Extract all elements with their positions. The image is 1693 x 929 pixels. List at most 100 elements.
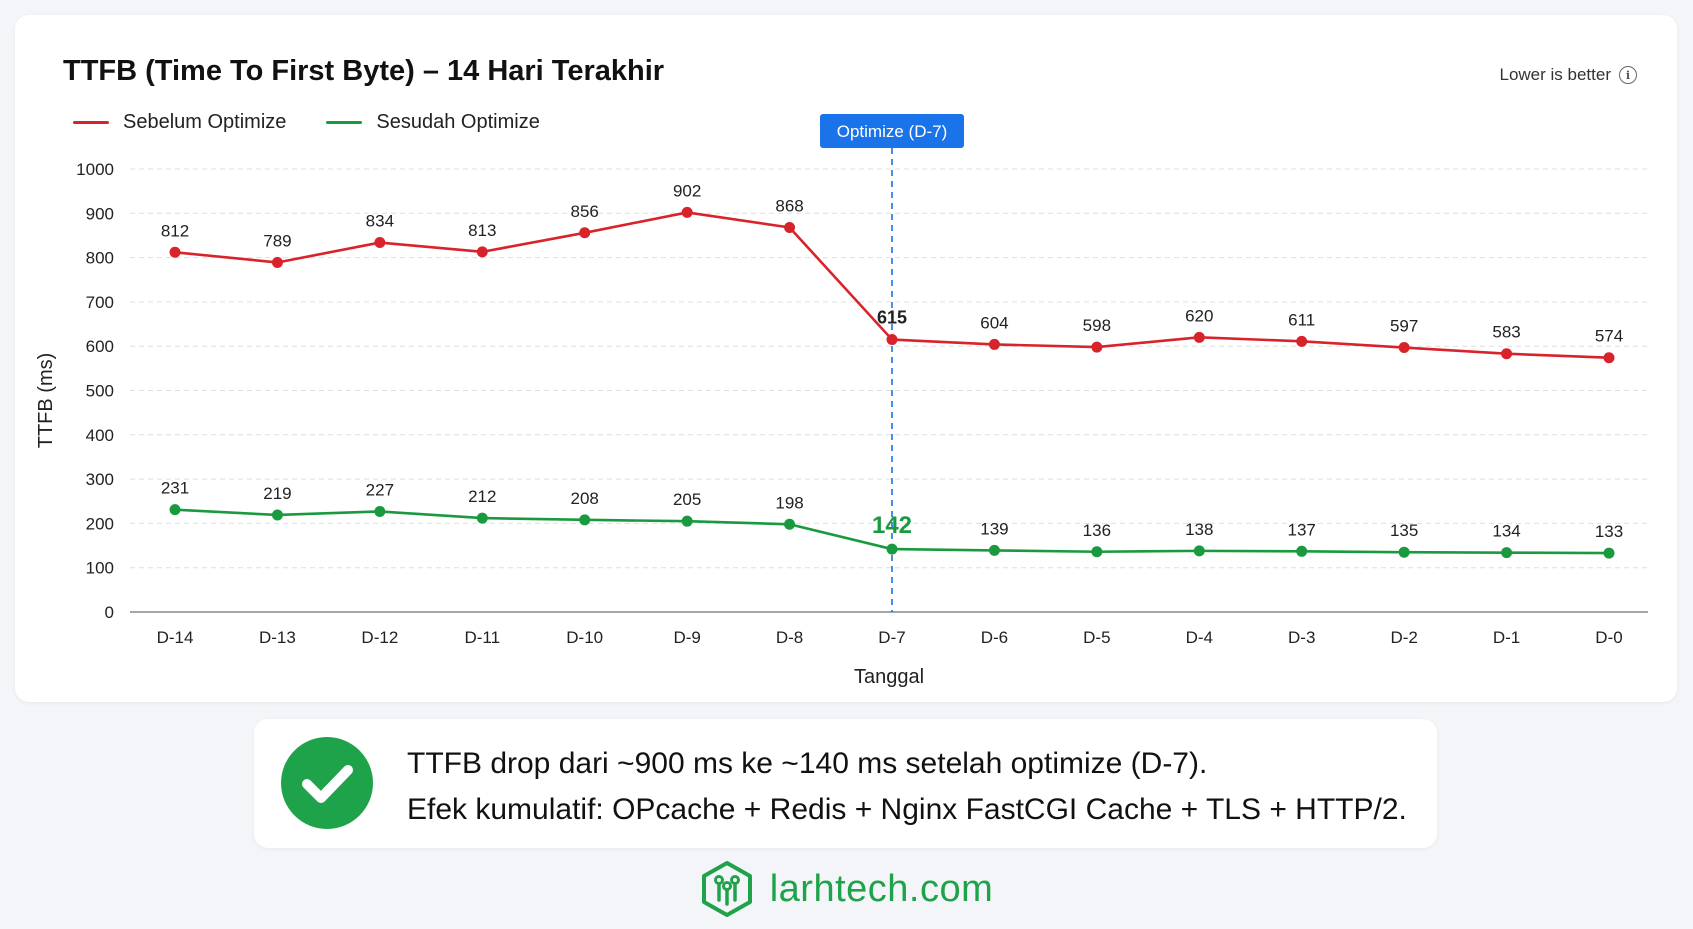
x-tick-label: D-3 (1288, 628, 1315, 647)
y-tick-label: 0 (105, 603, 114, 622)
data-point (1296, 545, 1308, 557)
data-label: 138 (1185, 520, 1213, 539)
data-label: 620 (1185, 306, 1213, 325)
x-tick-label: D-7 (878, 628, 905, 647)
data-label: 227 (366, 480, 394, 499)
annotation-badge (820, 114, 964, 148)
data-point (579, 227, 591, 239)
brand: larhtech.com (0, 860, 1693, 918)
data-point (169, 504, 181, 516)
data-point (784, 518, 796, 530)
data-label: 856 (571, 202, 599, 221)
data-point (1296, 335, 1308, 347)
y-tick-label: 700 (86, 293, 114, 312)
data-point (1193, 545, 1205, 557)
summary-line-2: Efek kumulatif: OPcache + Redis + Nginx … (407, 793, 1407, 826)
hexagon-circuit-logo-icon (701, 861, 752, 917)
data-label: 789 (263, 231, 291, 250)
legend: Sebelum Optimize Sesudah Optimize (73, 111, 540, 134)
data-label: 136 (1083, 521, 1111, 540)
data-point (988, 544, 1000, 556)
x-axis-title: Tanggal (854, 666, 924, 688)
y-tick-label: 900 (86, 204, 114, 223)
data-label: 813 (468, 221, 496, 240)
data-point (476, 512, 488, 524)
x-tick-label: D-14 (157, 628, 194, 647)
data-label: 208 (571, 489, 599, 508)
data-point (681, 515, 693, 527)
y-axis-title: TTFB (ms) (35, 353, 57, 449)
data-label: 139 (980, 519, 1008, 538)
data-point (1603, 547, 1615, 559)
line-chart: 0 100 200 300 400 500 600 700 800 900 1000 D-14 D-13… (35, 114, 1648, 688)
check-circle-icon (281, 737, 373, 829)
legend-item-before[interactable]: Sebelum Optimize (73, 111, 286, 134)
brand-text[interactable]: larhtech.com (769, 867, 994, 910)
data-point (1398, 546, 1410, 558)
summary-text: TTFB drop dari ~900 ms ke ~140 ms setela… (407, 741, 1407, 833)
data-label: 812 (161, 221, 189, 240)
legend-item-after[interactable]: Sesudah Optimize (326, 111, 540, 134)
x-tick-label: D-11 (464, 628, 500, 647)
x-tick-label: D-2 (1390, 628, 1417, 647)
data-label: 205 (673, 490, 701, 509)
data-point (374, 505, 386, 517)
y-tick-label: 400 (86, 426, 114, 445)
x-tick-label: D-8 (776, 628, 803, 647)
legend-swatch-before (73, 121, 109, 124)
y-tick-label: 200 (86, 514, 114, 533)
data-label: 615 (877, 308, 907, 328)
y-tick-label: 300 (86, 470, 114, 489)
data-label: 611 (1288, 310, 1315, 329)
data-label: 597 (1390, 317, 1418, 336)
info-icon[interactable]: i (1619, 66, 1637, 84)
data-point (169, 246, 181, 258)
x-tick-label: D-9 (673, 628, 700, 647)
legend-label-before: Sebelum Optimize (123, 111, 287, 133)
data-point (784, 221, 796, 233)
data-label: 133 (1595, 522, 1623, 541)
y-tick-label: 1000 (76, 160, 114, 179)
data-label: 219 (263, 484, 291, 503)
data-point (1501, 348, 1513, 360)
x-tick-label: D-4 (1186, 628, 1213, 647)
x-tick-label: D-12 (361, 628, 398, 647)
data-label: 574 (1595, 327, 1623, 346)
data-point (886, 334, 898, 346)
data-label: 135 (1390, 521, 1418, 540)
data-label: 868 (775, 196, 803, 215)
legend-swatch-after (326, 121, 363, 124)
x-tick-label: D-1 (1493, 628, 1520, 647)
data-label: 598 (1083, 316, 1111, 335)
annotation-label: Optimize (D-7) (837, 122, 948, 141)
data-point (271, 256, 283, 268)
x-tick-label: D-0 (1595, 628, 1622, 647)
data-point (579, 514, 591, 526)
data-point (1091, 546, 1103, 558)
y-tick-label: 100 (86, 559, 114, 578)
y-tick-label: 500 (86, 382, 114, 401)
data-label: 198 (775, 493, 803, 512)
data-point (1193, 331, 1205, 343)
data-point (374, 237, 386, 249)
summary-line-1: TTFB drop dari ~900 ms ke ~140 ms setela… (407, 747, 1208, 780)
data-point (988, 338, 1000, 350)
data-point (1398, 342, 1410, 354)
chart-title: TTFB (Time To First Byte) – 14 Hari Tera… (63, 55, 665, 87)
data-point (271, 509, 283, 521)
data-point (1091, 341, 1103, 353)
data-label: 834 (366, 212, 394, 231)
hint: Lower is better i (1500, 65, 1637, 85)
x-tick-label: D-5 (1083, 628, 1110, 647)
summary-box: TTFB drop dari ~900 ms ke ~140 ms setela… (254, 719, 1437, 848)
data-label: 231 (161, 479, 189, 498)
data-label: 902 (673, 181, 701, 200)
data-point (1501, 547, 1513, 559)
y-tick-label: 800 (86, 249, 114, 268)
data-point (886, 543, 898, 555)
data-label: 604 (980, 313, 1008, 332)
data-point (476, 246, 488, 258)
data-label: 137 (1288, 520, 1316, 539)
data-label: 212 (468, 487, 496, 506)
data-point (681, 206, 693, 218)
